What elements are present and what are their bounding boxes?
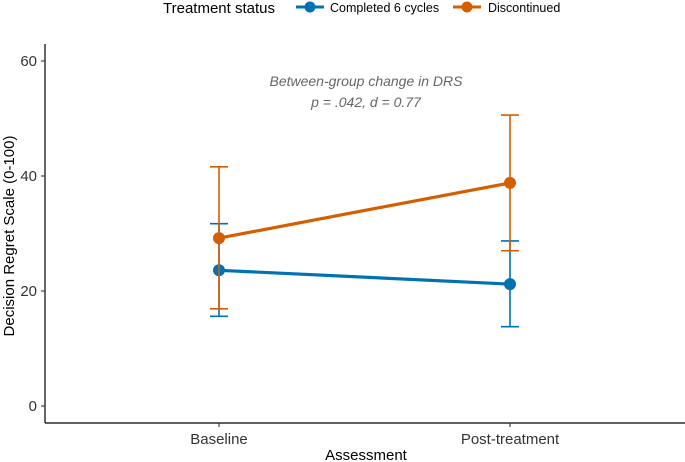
legend-item-completed: Completed 6 cycles — [296, 1, 439, 15]
data-point — [504, 176, 516, 189]
x-axis-title: Assessment — [325, 447, 408, 462]
annotation-line-2: p = .042, d = 0.77 — [310, 94, 422, 110]
legend-title: Treatment status — [163, 0, 275, 17]
x-ticks: Baseline Post-treatment — [190, 423, 560, 448]
y-tick-label: 20 — [20, 283, 37, 300]
y-ticks: 0 20 40 60 — [20, 53, 45, 415]
plot-area — [210, 114, 519, 328]
legend-item-discontinued: Discontinued — [453, 1, 560, 15]
x-tick-label: Baseline — [190, 431, 248, 448]
y-tick-label: 60 — [20, 53, 37, 70]
series-discontinued — [210, 114, 519, 310]
annotation-line-1: Between-group change in DRS — [269, 73, 463, 89]
legend-key-point — [304, 1, 316, 13]
legend-label: Completed 6 cycles — [330, 1, 439, 15]
legend-key-point — [461, 1, 473, 13]
legend-label: Discontinued — [488, 1, 560, 15]
series-completed — [210, 222, 519, 328]
y-tick-label: 40 — [20, 168, 37, 185]
annotation: Between-group change in DRS p = .042, d … — [269, 73, 463, 110]
y-axis-title: Decision Regret Scale (0-100) — [1, 136, 18, 337]
data-point — [213, 232, 225, 245]
data-point — [504, 278, 516, 291]
legend: Treatment status Completed 6 cycles Disc… — [163, 0, 560, 17]
series-line — [218, 181, 511, 240]
y-tick-label: 0 — [29, 398, 37, 415]
x-tick-label: Post-treatment — [461, 431, 560, 448]
series-line — [218, 268, 511, 286]
